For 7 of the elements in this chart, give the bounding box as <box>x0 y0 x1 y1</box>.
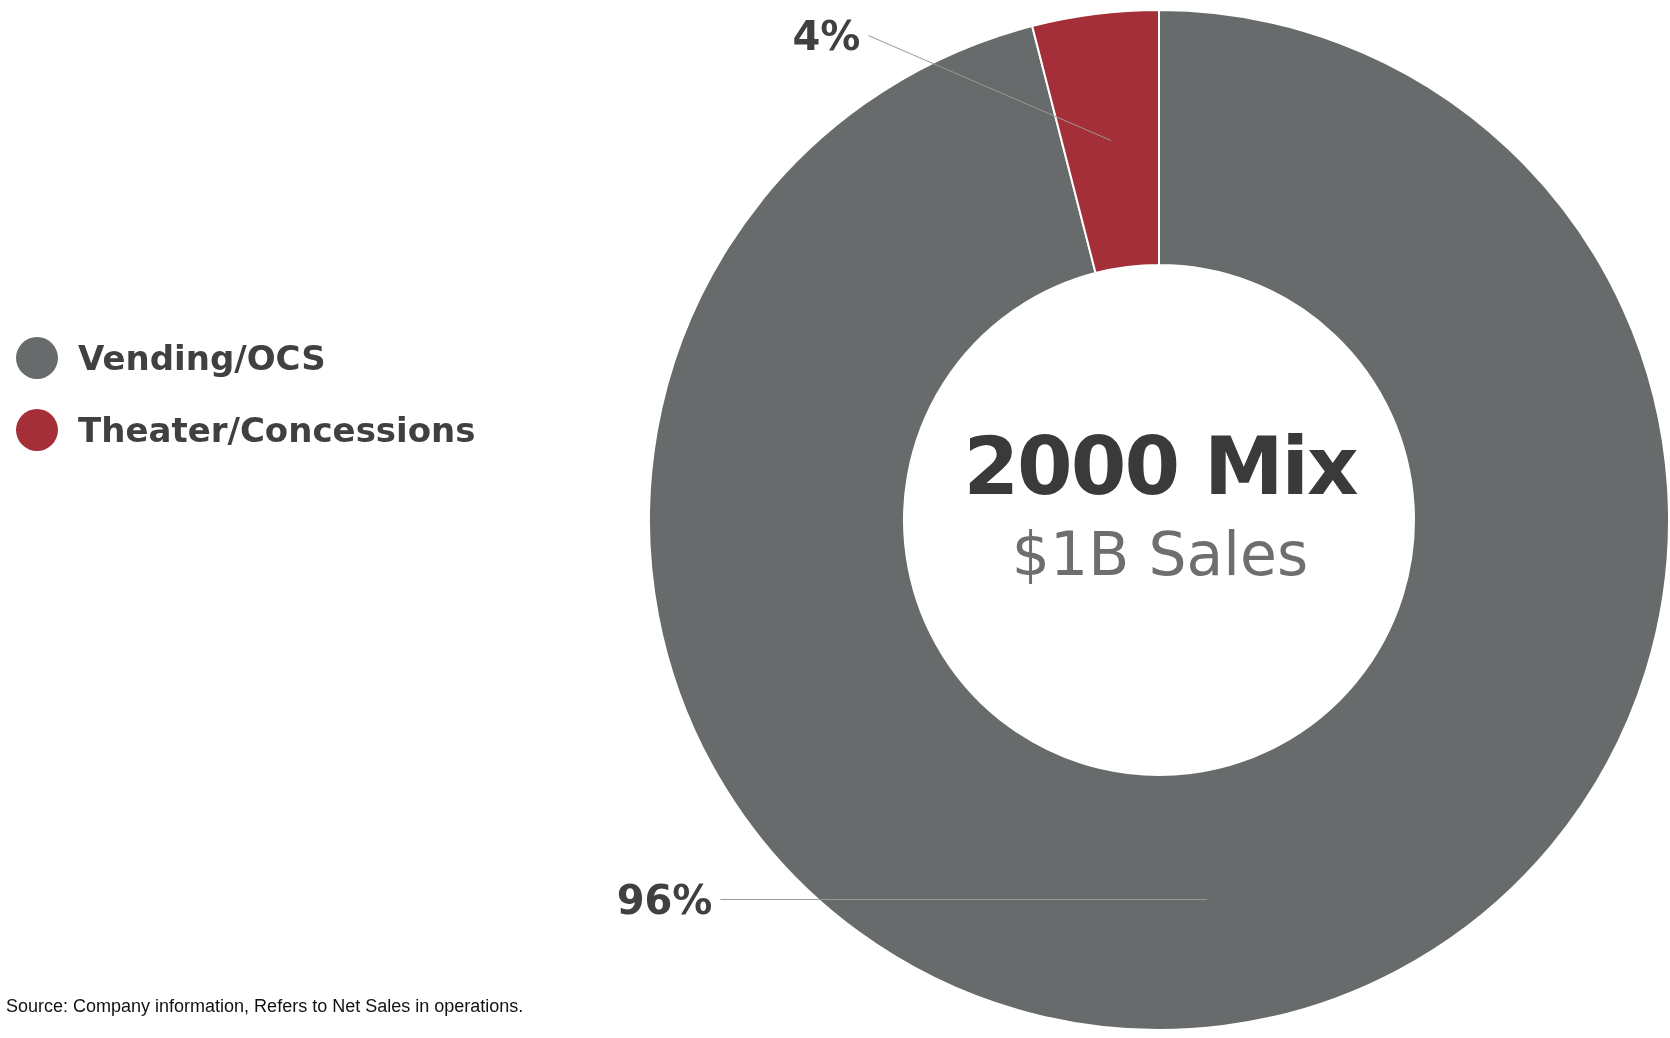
source-note: Source: Company information, Refers to Net Sales in operations. <box>6 996 524 1017</box>
text: 2000 Mix <box>962 420 1358 513</box>
data-label: 4% <box>792 12 861 59</box>
data-label: 96% <box>616 876 713 923</box>
legend-label: Theater/Concessions <box>78 410 476 450</box>
text: $1B Sales <box>1010 519 1310 589</box>
legend-label: Vending/OCS <box>78 338 326 378</box>
